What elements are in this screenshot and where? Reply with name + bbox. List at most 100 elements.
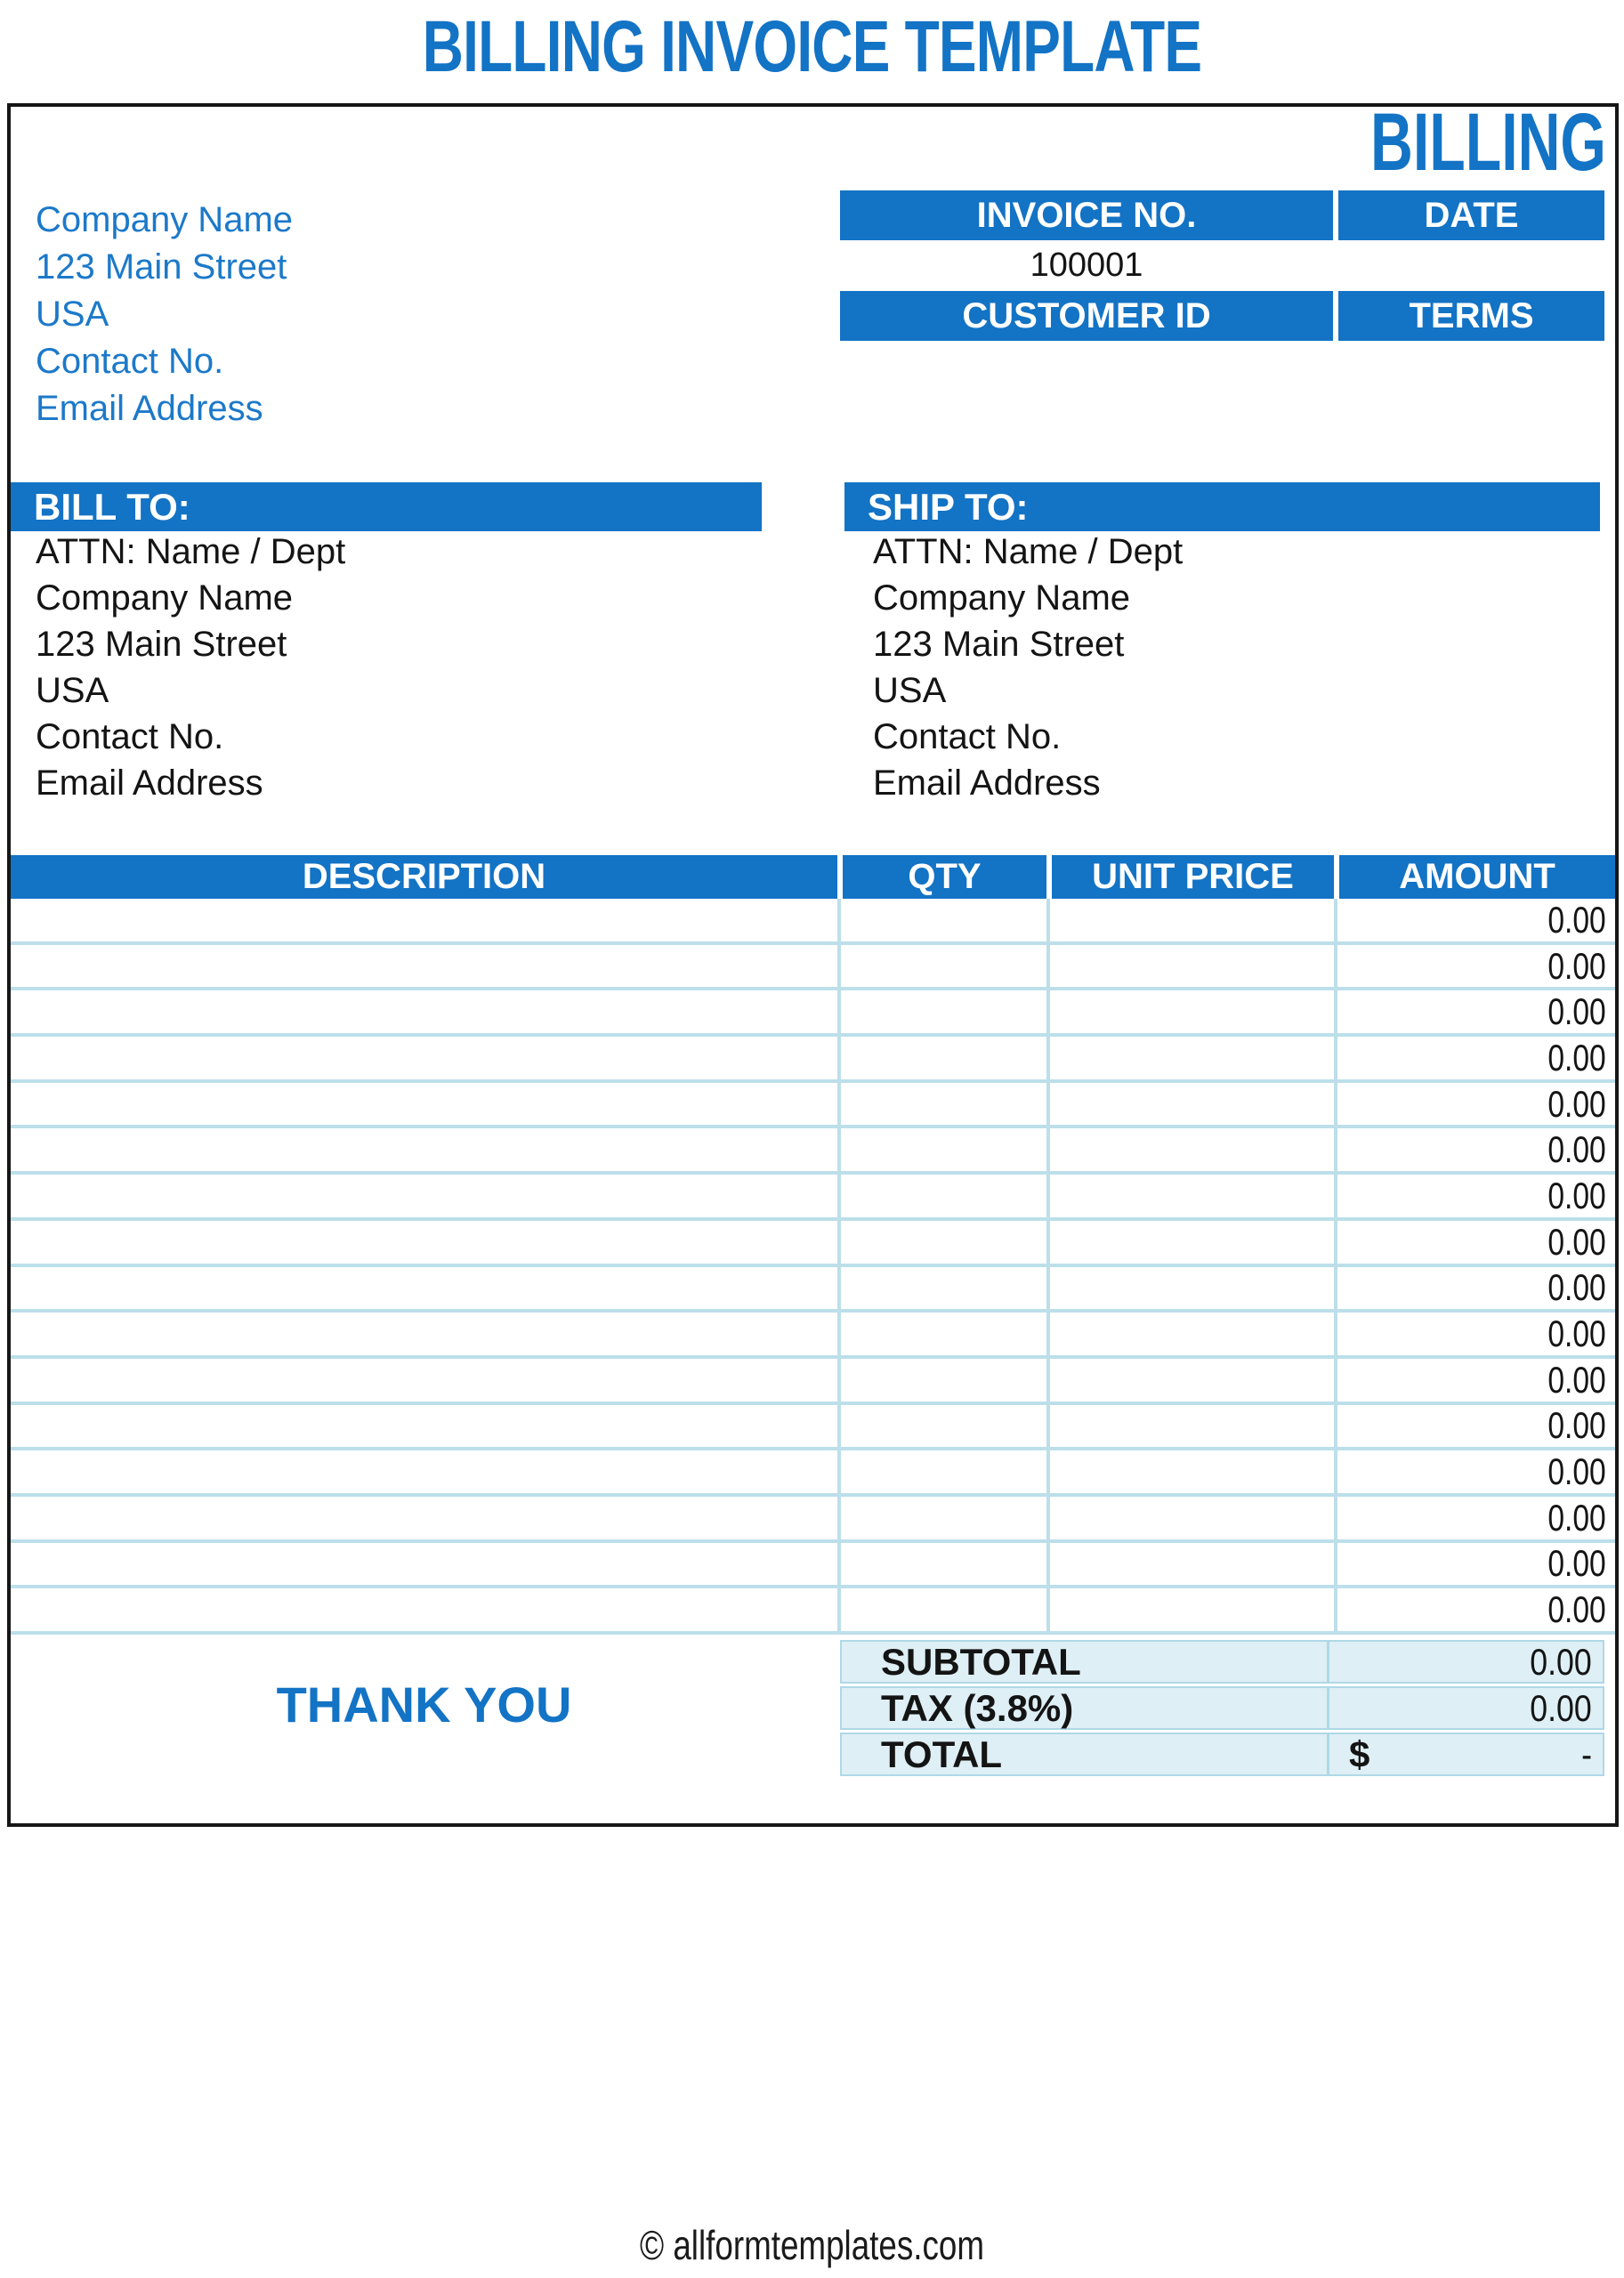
- column-header-amount: AMOUNT: [1339, 855, 1615, 899]
- unit-price-cell[interactable]: [1046, 1082, 1334, 1126]
- total-value: $ -: [1327, 1733, 1603, 1775]
- amount-cell: 0.00: [1334, 1221, 1615, 1264]
- description-cell[interactable]: [11, 899, 837, 941]
- invoice-no-field[interactable]: 100001: [1030, 246, 1143, 284]
- unit-price-cell[interactable]: [1046, 1313, 1334, 1355]
- unit-price-cell[interactable]: [1046, 1542, 1334, 1586]
- ship-to-line[interactable]: Contact No.: [873, 717, 1062, 756]
- table-row: 0.00: [11, 1128, 1615, 1175]
- description-cell[interactable]: [11, 1175, 837, 1217]
- company-info-line: Company Name: [36, 200, 294, 239]
- ship-to-line[interactable]: Company Name: [873, 578, 1131, 618]
- description-cell[interactable]: [11, 1267, 837, 1310]
- qty-cell[interactable]: [837, 990, 1046, 1034]
- qty-cell[interactable]: [837, 1037, 1046, 1079]
- bill-to-line[interactable]: USA: [36, 671, 109, 710]
- terms-header: TERMS: [1338, 291, 1604, 341]
- table-row: 0.00: [11, 1542, 1615, 1589]
- description-cell[interactable]: [11, 1543, 837, 1586]
- bill-to-header: BILL TO:: [11, 482, 762, 531]
- ship-to-header: SHIP TO:: [844, 482, 1600, 531]
- qty-cell[interactable]: [837, 1266, 1046, 1310]
- invoice-page: BILLING INVOICE NO. DATE 100001 CUSTOMER…: [7, 101, 1619, 1827]
- table-row: 0.00: [11, 1404, 1615, 1451]
- line-items: 0.00 0.00 0.00 0.00: [11, 899, 1615, 1635]
- qty-cell[interactable]: [837, 1358, 1046, 1402]
- amount-cell: 0.00: [1334, 1542, 1615, 1586]
- table-row: 0.00: [11, 1450, 1615, 1497]
- description-cell[interactable]: [11, 1128, 837, 1171]
- description-cell[interactable]: [11, 945, 837, 988]
- bill-to-address: ATTN: Name / Dept Company Name 123 Main St…: [36, 529, 345, 806]
- bill-to-line[interactable]: Email Address: [36, 763, 263, 803]
- total-label: TOTAL: [881, 1733, 1003, 1775]
- qty-cell[interactable]: [837, 1082, 1046, 1126]
- ship-to-line[interactable]: ATTN: Name / Dept: [873, 532, 1184, 571]
- ship-to-line[interactable]: 123 Main Street: [873, 625, 1125, 664]
- customer-id-field[interactable]: [840, 341, 1333, 392]
- qty-cell[interactable]: [837, 1588, 1046, 1631]
- unit-price-cell[interactable]: [1046, 1588, 1334, 1631]
- amount-cell: 0.00: [1334, 1404, 1615, 1448]
- bill-to-line[interactable]: ATTN: Name / Dept: [36, 532, 346, 571]
- unit-price-cell[interactable]: [1046, 899, 1334, 941]
- ship-to-line[interactable]: USA: [873, 671, 947, 710]
- qty-cell[interactable]: [837, 1175, 1046, 1217]
- unit-price-cell[interactable]: [1046, 944, 1334, 988]
- tax-value: 0.00: [1327, 1687, 1603, 1729]
- bill-to-line[interactable]: 123 Main Street: [36, 625, 287, 664]
- amount-cell: 0.00: [1334, 1359, 1615, 1402]
- total-row: TOTAL $ -: [840, 1733, 1604, 1776]
- unit-price-cell[interactable]: [1046, 1175, 1334, 1217]
- description-cell[interactable]: [11, 1405, 837, 1448]
- description-cell[interactable]: [11, 990, 837, 1033]
- bill-to-line[interactable]: Contact No.: [36, 717, 224, 756]
- description-cell[interactable]: [11, 1588, 837, 1631]
- description-cell[interactable]: [11, 1359, 837, 1402]
- description-cell[interactable]: [11, 1450, 837, 1493]
- table-header: DESCRIPTION QTY UNIT PRICE AMOUNT: [11, 855, 1615, 899]
- table-row: 0.00: [11, 1083, 1615, 1129]
- description-cell[interactable]: [11, 1221, 837, 1264]
- qty-cell[interactable]: [837, 1128, 1046, 1172]
- unit-price-cell[interactable]: [1046, 1220, 1334, 1264]
- qty-cell[interactable]: [837, 944, 1046, 988]
- tax-row: TAX (3.8%) 0.00: [840, 1686, 1604, 1730]
- unit-price-cell[interactable]: [1046, 1266, 1334, 1310]
- qty-cell[interactable]: [837, 1542, 1046, 1586]
- unit-price-cell[interactable]: [1046, 1404, 1334, 1448]
- table-row: 0.00: [11, 1037, 1615, 1083]
- amount-cell: 0.00: [1334, 1266, 1615, 1310]
- qty-cell[interactable]: [837, 1313, 1046, 1355]
- unit-price-cell[interactable]: [1046, 1450, 1334, 1493]
- unit-price-cell[interactable]: [1046, 1358, 1334, 1402]
- qty-cell[interactable]: [837, 899, 1046, 941]
- ship-to-line[interactable]: Email Address: [873, 763, 1101, 803]
- unit-price-cell[interactable]: [1046, 1128, 1334, 1172]
- table-row: 0.00: [11, 1497, 1615, 1543]
- qty-cell[interactable]: [837, 1220, 1046, 1264]
- company-info-line: 123 Main Street: [36, 247, 287, 287]
- subtotal-value: 0.00: [1327, 1641, 1603, 1683]
- amount-cell: 0.00: [1334, 1497, 1615, 1539]
- qty-cell[interactable]: [837, 1496, 1046, 1539]
- bill-to-line[interactable]: Company Name: [36, 578, 294, 618]
- unit-price-cell[interactable]: [1046, 990, 1334, 1034]
- amount-cell: 0.00: [1334, 1450, 1615, 1493]
- page-title: BILLING INVOICE TEMPLATE: [422, 6, 1202, 87]
- currency-symbol: $: [1349, 1733, 1370, 1775]
- unit-price-cell[interactable]: [1046, 1037, 1334, 1079]
- unit-price-cell[interactable]: [1046, 1496, 1334, 1539]
- description-cell[interactable]: [11, 1083, 837, 1126]
- qty-cell[interactable]: [837, 1404, 1046, 1448]
- description-cell[interactable]: [11, 1497, 837, 1539]
- table-row: 0.00: [11, 1221, 1615, 1267]
- amount-cell: 0.00: [1334, 1588, 1615, 1631]
- description-cell[interactable]: [11, 1037, 837, 1079]
- description-cell[interactable]: [11, 1313, 837, 1355]
- date-field[interactable]: [1338, 240, 1604, 291]
- header-row-invoice-date: INVOICE NO. DATE: [11, 190, 1615, 240]
- terms-field[interactable]: [1338, 341, 1604, 392]
- qty-cell[interactable]: [837, 1450, 1046, 1493]
- invoice-no-header: INVOICE NO.: [840, 190, 1333, 240]
